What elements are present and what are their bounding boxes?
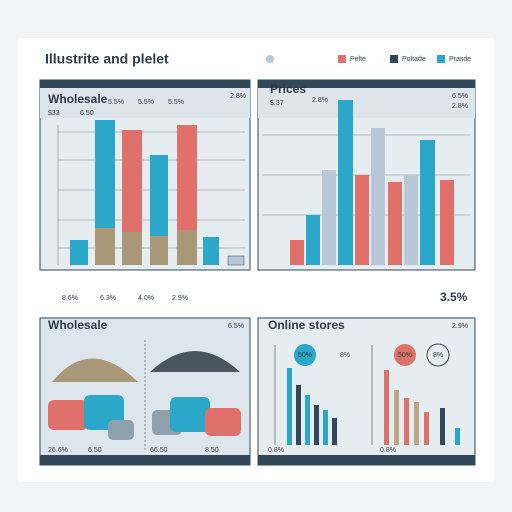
legend-swatch xyxy=(437,55,445,63)
bar xyxy=(338,100,353,265)
bar xyxy=(404,175,418,265)
panel-title: Wholesale xyxy=(48,318,108,332)
panel-strip xyxy=(40,80,250,88)
label: 2.8% xyxy=(312,97,328,104)
bar xyxy=(287,368,292,445)
coin-stack xyxy=(108,420,134,440)
panel-title: Prices xyxy=(270,82,306,96)
coin-stack xyxy=(170,397,210,432)
panel-title: Wholesale xyxy=(48,92,108,106)
bar xyxy=(404,398,409,445)
label: 5.5% xyxy=(168,99,184,106)
bar xyxy=(384,370,389,445)
bar-fill xyxy=(95,228,115,265)
footer-label: 66.50 xyxy=(150,447,168,454)
footer-label: 3.5% xyxy=(440,290,468,304)
panel: Prices $.37 2.8% 6.5% 2.8% xyxy=(257,79,476,271)
footer-label: 0.8% xyxy=(268,447,284,454)
bar xyxy=(70,240,88,265)
grain-pile xyxy=(150,351,240,372)
footer-label: 4.0% xyxy=(138,295,154,302)
footer-label: 6.3% xyxy=(100,295,116,302)
bar xyxy=(314,405,319,445)
grain-pile xyxy=(52,358,138,382)
badge xyxy=(294,344,316,366)
bar xyxy=(122,130,142,265)
footer-label: 8.50 xyxy=(205,447,219,454)
footer-label: 2.9% xyxy=(172,295,188,302)
bar xyxy=(394,390,399,445)
panel-strip xyxy=(40,455,250,465)
legend-label: Pelte xyxy=(350,56,366,63)
panel-title: Online stores xyxy=(268,318,345,332)
footer-label: 8.6% xyxy=(62,295,78,302)
bar xyxy=(290,240,304,265)
panel-header xyxy=(258,88,475,118)
bar xyxy=(455,428,460,445)
panel-bg xyxy=(257,317,476,466)
label: 2.8% xyxy=(230,93,246,100)
bar-fill xyxy=(122,232,142,265)
title: Illustrite and plelet xyxy=(45,51,169,67)
label: 5.5% xyxy=(108,99,124,106)
bar xyxy=(388,182,402,265)
bar xyxy=(424,412,429,445)
label: 8% xyxy=(340,352,350,359)
bar xyxy=(371,128,385,265)
bar xyxy=(414,402,419,445)
footer-label: 6.50 xyxy=(88,447,102,454)
bar xyxy=(322,170,336,265)
label: $.37 xyxy=(270,100,284,107)
label: 8% xyxy=(433,352,443,359)
legend-dot xyxy=(266,55,274,63)
bar xyxy=(355,175,369,265)
legend-swatch xyxy=(338,55,346,63)
panel: Wholesale 6.5% 26.6% 6.50 66.50 8.50 xyxy=(39,317,251,466)
label: 50% xyxy=(398,352,412,359)
panel-strip xyxy=(258,80,475,88)
bar xyxy=(306,215,320,265)
legend-label: Prasde xyxy=(449,56,471,63)
panel-header xyxy=(40,88,250,118)
bar xyxy=(203,237,219,265)
bar xyxy=(440,408,445,445)
label: 2.8% xyxy=(452,103,468,110)
bar-fill xyxy=(150,236,168,265)
footer-label: 0.8% xyxy=(380,447,396,454)
label: 50% xyxy=(298,352,312,359)
legend-label: Poltade xyxy=(402,56,426,63)
panel: Online stores 2.9% 50% 8% 50% 8% 0.8% 0.… xyxy=(257,317,476,466)
label: 5.5% xyxy=(138,99,154,106)
panel: Wholesale $33 6.50 5.5% 5.5% 5.5% 2.8% xyxy=(39,79,251,271)
bar xyxy=(296,385,301,445)
label: 6.50 xyxy=(80,110,94,117)
bar xyxy=(305,395,310,445)
bar-fill xyxy=(177,230,197,265)
bar xyxy=(440,180,454,265)
coin-stack xyxy=(48,400,88,430)
coin-stack xyxy=(205,408,241,436)
label: $33 xyxy=(48,110,60,117)
badge xyxy=(394,344,416,366)
bar xyxy=(332,418,337,445)
label: 6.5% xyxy=(452,93,468,100)
bar xyxy=(227,255,245,266)
bar xyxy=(420,140,435,265)
label: 6.5% xyxy=(228,323,244,330)
bar xyxy=(323,410,328,445)
footer-label: 26.6% xyxy=(48,447,68,454)
legend-swatch xyxy=(390,55,398,63)
badge xyxy=(426,343,450,367)
label: 2.9% xyxy=(452,323,468,330)
panel-strip xyxy=(258,455,475,465)
